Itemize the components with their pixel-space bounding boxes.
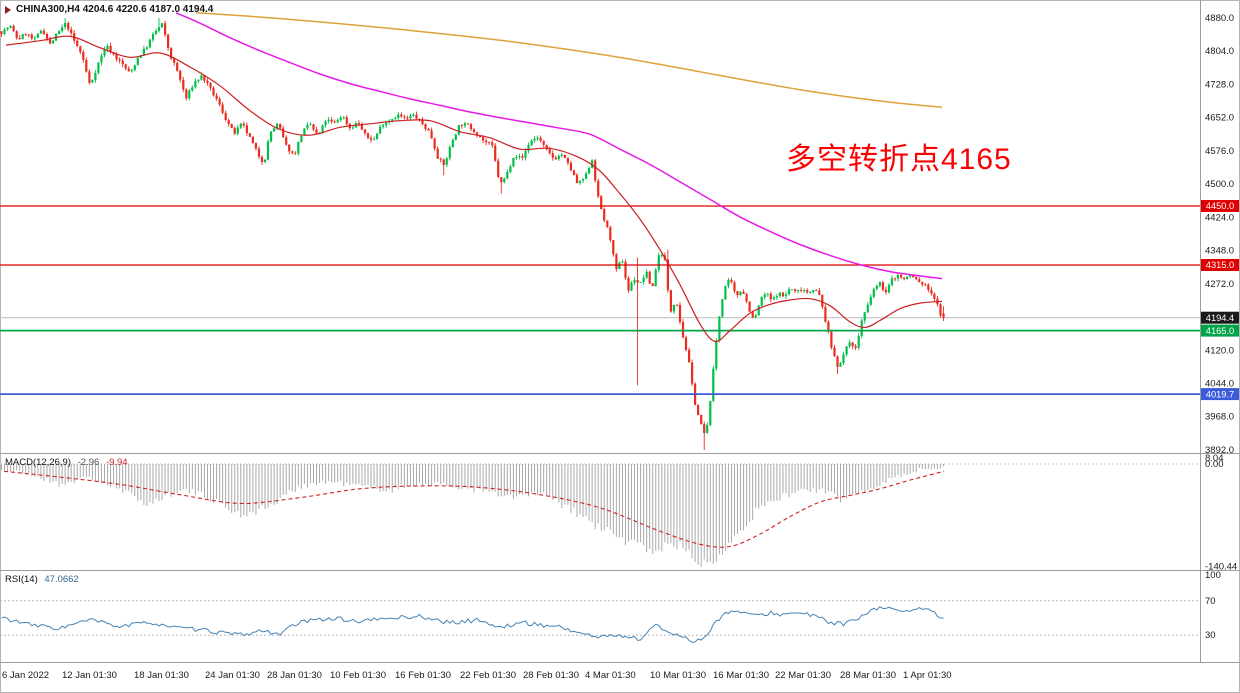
svg-text:1 Apr 01:30: 1 Apr 01:30 <box>903 670 952 681</box>
macd-name: MACD(12,26,9) <box>5 457 71 468</box>
svg-text:4424.0: 4424.0 <box>1205 212 1234 223</box>
ma-slow-line <box>195 12 943 108</box>
price-axis-ticks: 4880.0 4804.0 4728.0 4652.0 4576.0 4500.0 4424… <box>1205 13 1234 456</box>
rsi-line <box>1 605 944 643</box>
svg-text:70: 70 <box>1205 596 1216 607</box>
svg-text:28 Feb 01:30: 28 Feb 01:30 <box>523 670 579 681</box>
svg-text:4315.0: 4315.0 <box>1206 260 1234 270</box>
svg-text:10 Feb 01:30: 10 Feb 01:30 <box>330 670 386 681</box>
svg-text:4728.0: 4728.0 <box>1205 80 1234 91</box>
svg-text:4500.0: 4500.0 <box>1205 179 1234 190</box>
macd-signal-value: -9.94 <box>105 457 128 468</box>
macd-histogram <box>1 464 944 567</box>
symbol-text: CHINA300,H4 4204.6 4220.6 4187.0 4194.4 <box>16 4 214 15</box>
svg-text:18 Jan 01:30: 18 Jan 01:30 <box>134 670 189 681</box>
svg-text:100: 100 <box>1205 570 1221 581</box>
svg-text:22 Feb 01:30: 22 Feb 01:30 <box>460 670 516 681</box>
svg-text:22 Mar 01:30: 22 Mar 01:30 <box>775 670 831 681</box>
svg-text:4804.0: 4804.0 <box>1205 46 1234 57</box>
svg-text:8.04: 8.04 <box>1205 453 1224 464</box>
svg-text:-140.44: -140.44 <box>1205 562 1237 573</box>
chart-annotation: 多空转折点4165 <box>786 143 1012 176</box>
rsi-name: RSI(14) <box>5 574 38 585</box>
macd-signal-line <box>3 470 945 548</box>
svg-text:4 Mar 01:30: 4 Mar 01:30 <box>585 670 636 681</box>
svg-text:4165.0: 4165.0 <box>1206 326 1234 336</box>
svg-text:12 Jan 01:30: 12 Jan 01:30 <box>62 670 117 681</box>
svg-text:4652.0: 4652.0 <box>1205 113 1234 124</box>
svg-text:16 Mar 01:30: 16 Mar 01:30 <box>713 670 769 681</box>
svg-text:4450.0: 4450.0 <box>1206 201 1234 211</box>
svg-text:28 Jan 01:30: 28 Jan 01:30 <box>267 670 322 681</box>
rsi-axis-labels: 100 70 30 <box>1205 570 1221 641</box>
macd-axis-labels: 8.040.00 -140.44 <box>1205 453 1237 572</box>
svg-text:4194.4: 4194.4 <box>1206 313 1234 323</box>
candles-layer[interactable] <box>0 18 945 450</box>
price-badge-4019.7: 4019.7 <box>1201 388 1239 401</box>
svg-text:0.00: 0.00 <box>1205 459 1224 470</box>
svg-text:4880.0: 4880.0 <box>1205 13 1234 24</box>
svg-text:4044.0: 4044.0 <box>1205 379 1234 390</box>
ma-mid-line <box>175 12 943 280</box>
svg-text:4272.0: 4272.0 <box>1205 279 1234 290</box>
ma-fast-line <box>5 35 943 343</box>
svg-text:24 Jan 01:30: 24 Jan 01:30 <box>205 670 260 681</box>
macd-indicator-label: MACD(12,26,9) -2.96 -9.94 <box>5 457 128 468</box>
symbol-ohlc-label: CHINA300,H4 4204.6 4220.6 4187.0 4194.4 <box>5 4 213 15</box>
symbol-marker-icon[interactable] <box>5 5 11 14</box>
price-badge-4450.0: 4450.0 <box>1201 200 1239 212</box>
rsi-value: 47.0662 <box>44 574 79 585</box>
svg-text:4576.0: 4576.0 <box>1205 146 1234 157</box>
price-badge-4165.0: 4165.0 <box>1201 324 1239 337</box>
rsi-indicator-label: RSI(14) 47.0662 <box>5 574 79 585</box>
svg-text:4120.0: 4120.0 <box>1205 345 1234 356</box>
svg-text:4348.0: 4348.0 <box>1205 246 1234 257</box>
svg-text:3892.0: 3892.0 <box>1205 445 1234 456</box>
svg-text:6 Jan 2022: 6 Jan 2022 <box>2 670 49 681</box>
svg-text:28 Mar 01:30: 28 Mar 01:30 <box>840 670 896 681</box>
svg-text:4019.7: 4019.7 <box>1206 389 1234 399</box>
macd-main-value: -2.96 <box>77 457 100 468</box>
time-axis-labels: 6 Jan 2022 12 Jan 01:30 18 Jan 01:30 24 Jan… <box>2 670 952 681</box>
price-badge-4194.4: 4194.4 <box>1201 311 1239 324</box>
svg-text:16 Feb 01:30: 16 Feb 01:30 <box>395 670 451 681</box>
svg-text:10 Mar 01:30: 10 Mar 01:30 <box>650 670 706 681</box>
svg-text:3968.0: 3968.0 <box>1205 412 1234 423</box>
svg-text:30: 30 <box>1205 630 1216 641</box>
price-badge-4315.0: 4315.0 <box>1201 259 1239 271</box>
